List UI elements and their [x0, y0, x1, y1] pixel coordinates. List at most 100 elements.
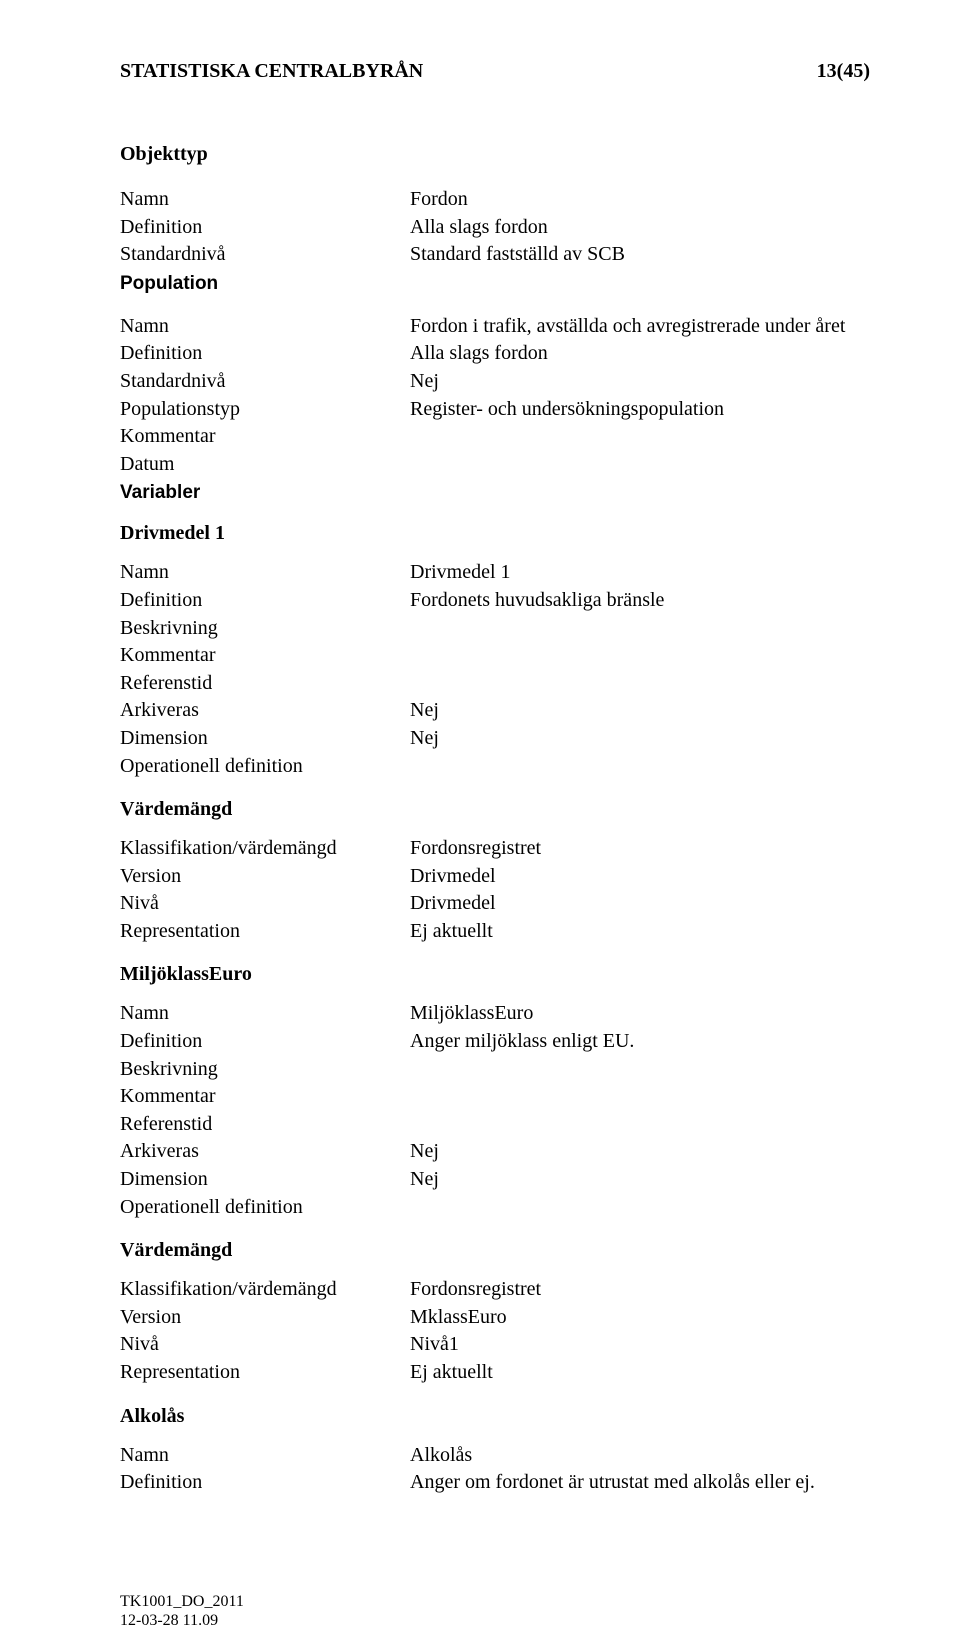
kv-row: Klassifikation/värdemängdFordonsregistre…	[120, 1276, 870, 1304]
kv-row: DefinitionAlla slags fordon	[120, 214, 870, 242]
kv-row: DefinitionFordonets huvudsakliga bränsle	[120, 587, 870, 615]
kv-value: Fordonsregistret	[410, 835, 870, 863]
kv-row: NamnMiljöklassEuro	[120, 1000, 870, 1028]
kv-label: Nivå	[120, 890, 410, 918]
kv-row: VersionDrivmedel	[120, 863, 870, 891]
kv-row: VersionMklassEuro	[120, 1304, 870, 1332]
kv-label: Populationstyp	[120, 396, 410, 424]
kv-label: Beskrivning	[120, 1056, 410, 1084]
kv-row: NamnDrivmedel 1	[120, 559, 870, 587]
kv-row: Kommentar	[120, 1083, 870, 1111]
footer-timestamp: 12-03-28 11.09	[120, 1611, 244, 1630]
kv-value	[410, 1194, 870, 1222]
kv-label: Operationell definition	[120, 753, 410, 781]
kv-value: Nej	[410, 697, 870, 725]
kv-value: MklassEuro	[410, 1304, 870, 1332]
kv-label: Beskrivning	[120, 615, 410, 643]
kv-label: Definition	[120, 1028, 410, 1056]
kv-label: Nivå	[120, 1331, 410, 1359]
kv-label: Referenstid	[120, 1111, 410, 1139]
kv-label: Kommentar	[120, 642, 410, 670]
kv-row: DefinitionAnger om fordonet är utrustat …	[120, 1469, 870, 1497]
kv-value	[410, 615, 870, 643]
kv-row: ArkiverasNej	[120, 697, 870, 725]
kv-value: MiljöklassEuro	[410, 1000, 870, 1028]
footer-doc-id: TK1001_DO_2011	[120, 1592, 244, 1611]
kv-label: Kommentar	[120, 1083, 410, 1111]
kv-label: Namn	[120, 313, 410, 341]
kv-label: Version	[120, 1304, 410, 1332]
kv-row: RepresentationEj aktuellt	[120, 918, 870, 946]
kv-label: Definition	[120, 587, 410, 615]
kv-label: Namn	[120, 186, 410, 214]
kv-label: Dimension	[120, 1166, 410, 1194]
kv-row: Referenstid	[120, 670, 870, 698]
drivmedel1-heading: Drivmedel 1	[120, 522, 870, 545]
kv-row: Referenstid	[120, 1111, 870, 1139]
kv-row: NamnAlkolås	[120, 1442, 870, 1470]
vardemangd-heading: Värdemängd	[120, 1239, 870, 1262]
kv-label: Definition	[120, 340, 410, 368]
kv-row: DefinitionAlla slags fordon	[120, 340, 870, 368]
page-number: 13(45)	[817, 60, 870, 83]
kv-value	[410, 753, 870, 781]
kv-label: Kommentar	[120, 423, 410, 451]
kv-value	[410, 1083, 870, 1111]
kv-label: Definition	[120, 1469, 410, 1497]
kv-row: NamnFordon i trafik, avställda och avreg…	[120, 313, 870, 341]
variabler-heading: Variabler	[120, 482, 870, 504]
kv-row: StandardnivåStandard fastställd av SCB	[120, 241, 870, 269]
kv-value: Nej	[410, 725, 870, 753]
kv-value: Drivmedel	[410, 863, 870, 891]
kv-label: Namn	[120, 1442, 410, 1470]
kv-label: Datum	[120, 451, 410, 479]
kv-value: Fordon i trafik, avställda och avregistr…	[410, 313, 870, 341]
population-heading: Population	[120, 273, 870, 295]
kv-label: Standardnivå	[120, 368, 410, 396]
kv-row: PopulationstypRegister- och undersökning…	[120, 396, 870, 424]
kv-label: Namn	[120, 559, 410, 587]
kv-value: Nej	[410, 1138, 870, 1166]
kv-row: DefinitionAnger miljöklass enligt EU.	[120, 1028, 870, 1056]
kv-row: Kommentar	[120, 642, 870, 670]
kv-value: Nej	[410, 1166, 870, 1194]
kv-row: Klassifikation/värdemängdFordonsregistre…	[120, 835, 870, 863]
kv-value	[410, 451, 870, 479]
kv-label: Namn	[120, 1000, 410, 1028]
kv-value: Ej aktuellt	[410, 918, 870, 946]
kv-row: NamnFordon	[120, 186, 870, 214]
kv-value: Standard fastställd av SCB	[410, 241, 870, 269]
page: STATISTISKA CENTRALBYRÅN 13(45) Objektty…	[0, 0, 960, 1650]
kv-value: Fordon	[410, 186, 870, 214]
kv-label: Operationell definition	[120, 1194, 410, 1222]
kv-row: NivåDrivmedel	[120, 890, 870, 918]
org-name: STATISTISKA CENTRALBYRÅN	[120, 60, 423, 83]
kv-value: Alla slags fordon	[410, 214, 870, 242]
kv-label: Representation	[120, 918, 410, 946]
kv-value: Register- och undersökningspopulation	[410, 396, 870, 424]
kv-row: Kommentar	[120, 423, 870, 451]
kv-value	[410, 1056, 870, 1084]
kv-value: Drivmedel 1	[410, 559, 870, 587]
vardemangd-heading: Värdemängd	[120, 798, 870, 821]
kv-row: DimensionNej	[120, 1166, 870, 1194]
kv-label: Arkiveras	[120, 1138, 410, 1166]
kv-value: Alla slags fordon	[410, 340, 870, 368]
kv-label: Referenstid	[120, 670, 410, 698]
kv-label: Klassifikation/värdemängd	[120, 835, 410, 863]
kv-value: Fordonsregistret	[410, 1276, 870, 1304]
kv-value: Ej aktuellt	[410, 1359, 870, 1387]
kv-label: Version	[120, 863, 410, 891]
kv-value: Anger miljöklass enligt EU.	[410, 1028, 870, 1056]
kv-value: Anger om fordonet är utrustat med alkolå…	[410, 1469, 870, 1497]
kv-row: Beskrivning	[120, 615, 870, 643]
objekttyp-heading: Objekttyp	[120, 143, 870, 166]
kv-row: Beskrivning	[120, 1056, 870, 1084]
kv-row: ArkiverasNej	[120, 1138, 870, 1166]
page-header: STATISTISKA CENTRALBYRÅN 13(45)	[120, 60, 870, 83]
miljoklass-heading: MiljöklassEuro	[120, 963, 870, 986]
kv-row: DimensionNej	[120, 725, 870, 753]
kv-value	[410, 642, 870, 670]
kv-label: Definition	[120, 214, 410, 242]
kv-value: Alkolås	[410, 1442, 870, 1470]
